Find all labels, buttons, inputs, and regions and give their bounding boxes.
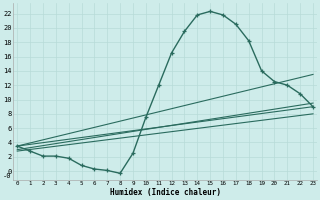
X-axis label: Humidex (Indice chaleur): Humidex (Indice chaleur) bbox=[110, 188, 220, 197]
Text: -0: -0 bbox=[2, 173, 11, 179]
